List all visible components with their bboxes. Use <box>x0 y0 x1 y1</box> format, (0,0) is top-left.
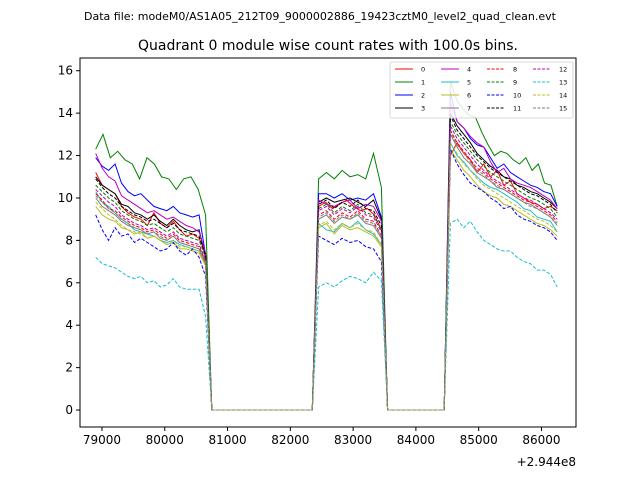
plot-frame <box>79 57 577 428</box>
y-tick-label: 16 <box>58 64 73 78</box>
x-tick-label: 81000 <box>208 433 246 447</box>
series-line-11 <box>95 115 558 411</box>
legend-label-14: 14 <box>559 91 567 99</box>
legend-label-9: 9 <box>513 78 517 86</box>
series-line-9 <box>95 119 558 411</box>
x-offset-label: +2.944e8 <box>517 455 576 469</box>
legend-label-5: 5 <box>467 78 471 86</box>
series-line-3 <box>95 112 558 411</box>
x-tick-label: 86000 <box>522 433 560 447</box>
y-tick-label: 2 <box>65 361 73 375</box>
y-tick-label: 14 <box>58 106 73 120</box>
legend-label-11: 11 <box>513 104 521 112</box>
legend-label-6: 6 <box>467 91 471 99</box>
series-line-14 <box>95 141 558 411</box>
figure-suptitle: Data file: modeM0/AS1A05_212T09_90000028… <box>84 10 557 23</box>
legend-box <box>389 61 574 119</box>
series-line-2 <box>95 91 558 411</box>
y-tick-label: 6 <box>65 276 73 290</box>
series-line-1 <box>95 81 558 411</box>
y-tick-label: 10 <box>58 191 73 205</box>
series-line-0 <box>95 141 558 411</box>
legend-label-0: 0 <box>421 65 425 73</box>
y-tick-label: 0 <box>65 403 73 417</box>
y-tick-label: 12 <box>58 149 73 163</box>
legend-label-1: 1 <box>421 78 425 86</box>
series-lines <box>95 81 558 411</box>
series-line-7 <box>95 134 558 411</box>
x-tick-label: 82000 <box>271 433 309 447</box>
legend-label-15: 15 <box>559 104 567 112</box>
x-tick-label: 79000 <box>83 433 121 447</box>
x-tick-label: 85000 <box>460 433 498 447</box>
x-tick-label: 84000 <box>397 433 435 447</box>
chart-title: Quadrant 0 module wise count rates with … <box>138 38 518 54</box>
legend-label-13: 13 <box>559 78 567 86</box>
legend-label-10: 10 <box>513 91 521 99</box>
series-line-4 <box>95 102 558 411</box>
legend-label-4: 4 <box>467 65 471 73</box>
x-tick-label: 83000 <box>334 433 372 447</box>
series-line-15 <box>95 130 558 411</box>
y-tick-label: 8 <box>65 233 73 247</box>
x-tick-label: 80000 <box>146 433 184 447</box>
legend-label-2: 2 <box>421 91 425 99</box>
series-line-12 <box>95 123 558 411</box>
legend-label-12: 12 <box>559 65 567 73</box>
series-line-5 <box>95 140 558 411</box>
legend-label-3: 3 <box>421 104 425 112</box>
series-line-13 <box>95 218 558 411</box>
y-tick-label: 4 <box>65 318 73 332</box>
legend-label-7: 7 <box>467 104 471 112</box>
legend-label-8: 8 <box>513 65 517 73</box>
axes: 79000 80000 81000 82000 83000 84000 85000 86000… <box>58 57 577 469</box>
